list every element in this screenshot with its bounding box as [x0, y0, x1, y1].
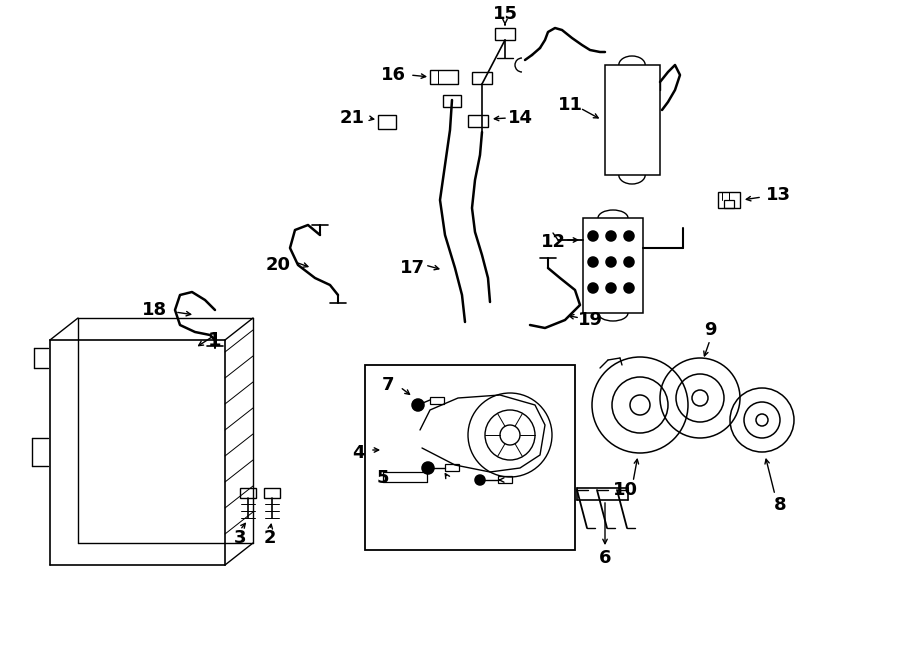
Bar [443, 95, 461, 107]
Text: 4: 4 [352, 444, 365, 462]
Text: 9: 9 [704, 321, 716, 339]
Bar [583, 218, 643, 313]
Text: 8: 8 [774, 496, 787, 514]
Bar [378, 115, 396, 129]
Text: 2: 2 [264, 529, 276, 547]
Circle shape [624, 257, 634, 267]
Bar [498, 476, 512, 483]
Bar [264, 488, 280, 498]
Circle shape [606, 231, 616, 241]
Bar [495, 28, 515, 40]
Circle shape [624, 231, 634, 241]
Bar [445, 464, 459, 471]
Circle shape [475, 475, 485, 485]
Text: 7: 7 [382, 376, 394, 394]
Circle shape [588, 257, 598, 267]
Text: 14: 14 [508, 109, 533, 127]
Bar [430, 70, 458, 84]
Bar [472, 72, 492, 84]
Bar [605, 65, 660, 175]
Text: 21: 21 [339, 109, 365, 127]
Text: 20: 20 [266, 256, 291, 274]
Text: 19: 19 [578, 311, 602, 329]
Circle shape [624, 283, 634, 293]
Bar [240, 488, 256, 498]
Bar [365, 365, 575, 550]
Text: 6: 6 [598, 549, 611, 567]
Bar [724, 200, 734, 208]
Circle shape [588, 283, 598, 293]
Text: 1: 1 [208, 330, 221, 350]
Circle shape [422, 462, 434, 474]
Text: 16: 16 [381, 66, 406, 84]
Bar [430, 397, 444, 404]
Text: 17: 17 [400, 259, 425, 277]
Text: 12: 12 [541, 233, 565, 251]
Bar [718, 192, 740, 208]
Text: 13: 13 [766, 186, 790, 204]
Text: 15: 15 [492, 5, 517, 23]
Circle shape [412, 399, 424, 411]
Circle shape [588, 231, 598, 241]
Text: 18: 18 [142, 301, 167, 319]
Text: 10: 10 [613, 481, 637, 499]
Text: 3: 3 [234, 529, 247, 547]
Circle shape [606, 257, 616, 267]
Circle shape [606, 283, 616, 293]
Text: 5: 5 [377, 469, 389, 487]
Bar [468, 115, 488, 127]
Text: 11: 11 [557, 96, 582, 114]
